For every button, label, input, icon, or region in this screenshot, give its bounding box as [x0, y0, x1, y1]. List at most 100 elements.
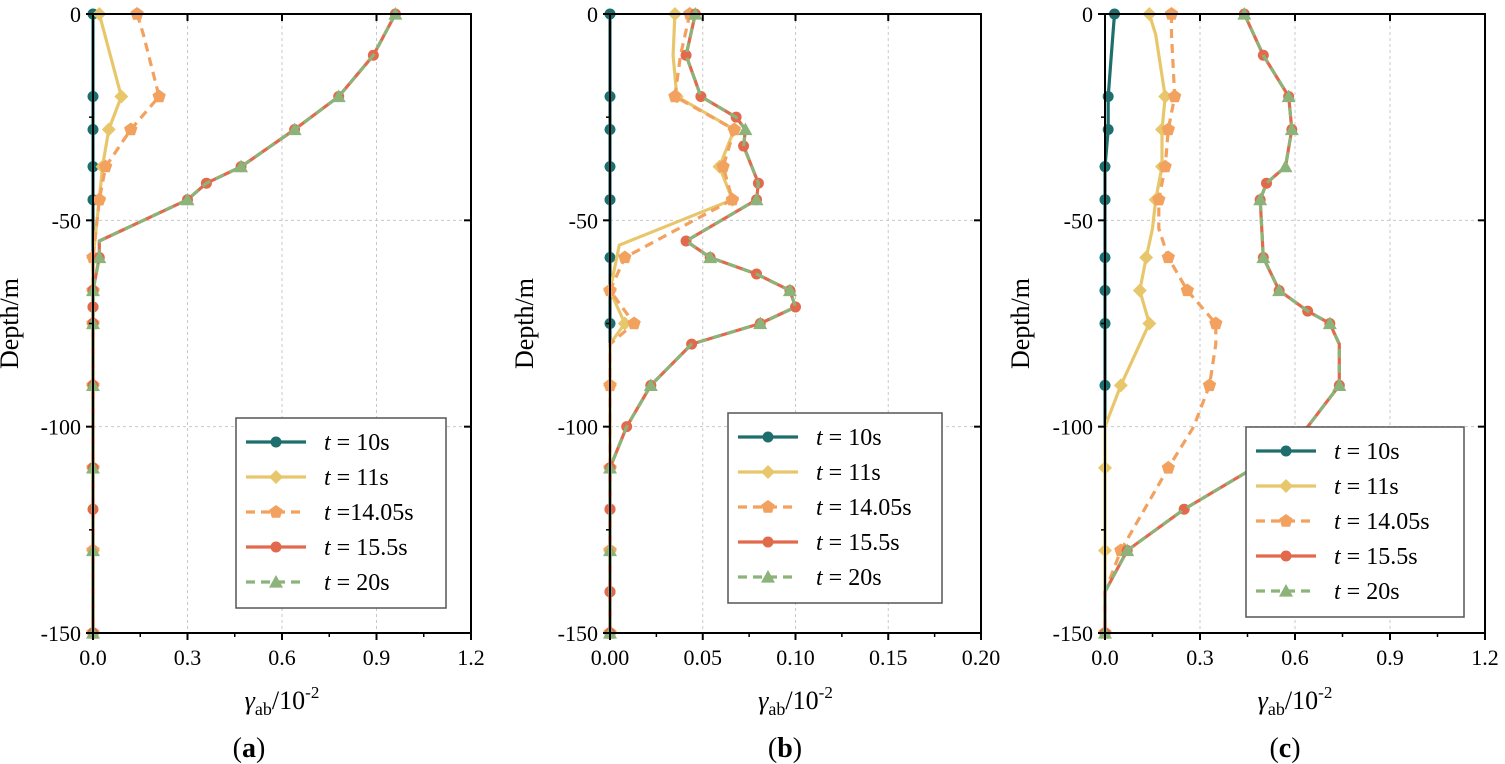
y-tick-label: -50 — [569, 208, 598, 233]
data-point-t1405 — [627, 316, 641, 330]
legend-label-t20: t = 20s — [1334, 579, 1400, 605]
data-point-t20 — [92, 250, 107, 264]
data-point-t1405 — [98, 159, 113, 173]
data-point-t20 — [234, 159, 249, 173]
data-point-t20 — [738, 122, 753, 136]
data-point-t1405 — [727, 122, 741, 136]
data-point-t11 — [101, 122, 116, 137]
data-point-t155 — [738, 140, 750, 152]
legend-label-t10: t = 10s — [324, 430, 390, 456]
legend-label-t11: t = 11s — [1334, 474, 1399, 500]
x-tick-label: 0.3 — [174, 645, 202, 670]
legend-label-t10: t = 10s — [1334, 439, 1400, 465]
legend-marker-t10 — [1280, 445, 1292, 457]
x-tick-label: 0.15 — [869, 645, 908, 670]
data-point-t11 — [114, 89, 129, 104]
legend-marker-t155 — [270, 541, 282, 553]
data-point-t1405 — [1158, 159, 1172, 173]
data-point-t11 — [1113, 378, 1128, 393]
series-line-t20 — [608, 13, 798, 633]
x-axis-label: γab/10-2 — [1258, 683, 1333, 719]
data-point-t11 — [617, 316, 632, 331]
x-tick-label: 1.2 — [1471, 645, 1499, 670]
legend-marker-t1405 — [761, 500, 775, 513]
y-tick-label: -150 — [558, 621, 598, 646]
data-point-t1405 — [1152, 192, 1166, 206]
data-point-t11 — [1142, 316, 1157, 331]
x-tick-label: 0.6 — [268, 645, 296, 670]
y-tick-label: -100 — [41, 415, 81, 440]
x-tick-label: 0.0 — [1091, 645, 1119, 670]
legend-label-t1405: t = 14.05s — [816, 495, 912, 521]
legend-marker-t20 — [1279, 584, 1293, 597]
panel-b: 0.00 0.05 0.10 0.15 0.20 0 -50 -100 -150 Depth/m γ… — [510, 2, 1000, 764]
data-point-t1405 — [1209, 316, 1223, 330]
legend-marker-t1405 — [1279, 514, 1293, 527]
data-point-t20 — [749, 192, 764, 206]
data-point-t1405 — [1180, 283, 1194, 297]
x-tick-label: 0.3 — [1186, 645, 1214, 670]
series-line-t1405 — [608, 13, 736, 633]
data-point-t1405 — [92, 192, 106, 206]
legend: t = 10s t = 11s t = 14.05s t = 15.5s t = 20s — [1245, 426, 1465, 618]
y-tick-label: -50 — [52, 208, 81, 233]
data-point-t1405 — [1161, 460, 1175, 474]
legend-label-t10: t = 10s — [816, 425, 882, 451]
y-tick-label: 0 — [1082, 2, 1093, 27]
legend-label-t20: t = 20s — [324, 570, 390, 596]
panel-tag: (c) — [1269, 733, 1300, 764]
data-point-t1405 — [1168, 89, 1182, 103]
legend-label-t1405: t = 14.05s — [1334, 509, 1430, 535]
data-point-t1405 — [618, 250, 632, 264]
data-point-t20 — [180, 192, 195, 206]
data-point-t20 — [753, 316, 768, 330]
data-point-t1405 — [668, 89, 682, 103]
data-point-t1405 — [1161, 250, 1175, 264]
data-point-t11 — [1158, 89, 1173, 104]
data-point-t1405 — [124, 122, 138, 136]
legend-label-t155: t = 15.5s — [816, 530, 900, 556]
legend-marker-t10 — [762, 431, 774, 443]
y-axis-label: Depth/m — [0, 278, 24, 369]
data-point-t20 — [1272, 283, 1287, 297]
y-tick-label: -50 — [1064, 208, 1093, 233]
x-tick-label: 0.6 — [1281, 645, 1309, 670]
data-point-t20 — [1322, 316, 1337, 330]
panel-tag: (a) — [233, 733, 266, 764]
data-point-t20 — [1281, 89, 1296, 103]
data-point-t20 — [287, 122, 302, 136]
data-point-t11 — [1139, 250, 1154, 265]
data-point-t20 — [1256, 250, 1271, 264]
data-point-t20 — [1253, 192, 1268, 206]
legend-label-t11: t = 11s — [816, 460, 881, 486]
data-point-t1405 — [1161, 122, 1175, 136]
y-tick-label: 0 — [70, 2, 81, 27]
data-point-t1405 — [716, 159, 730, 173]
x-tick-label: 0.9 — [363, 645, 391, 670]
legend-marker-t20 — [269, 575, 283, 588]
legend-marker-t11 — [269, 470, 283, 484]
legend-label-t155: t = 15.5s — [324, 535, 408, 561]
data-point-t20 — [782, 283, 797, 297]
legend-marker-t11 — [1279, 479, 1293, 493]
legend-marker-t10 — [270, 436, 282, 448]
series-line-t20 — [91, 13, 397, 633]
y-tick-label: -100 — [1053, 415, 1093, 440]
y-tick-label: -100 — [558, 415, 598, 440]
series-line-t1405 — [91, 13, 161, 633]
data-point-t20 — [1120, 543, 1135, 557]
panel-tag: (b) — [768, 733, 802, 764]
panel-c: 0.0 0.3 0.6 0.9 1.2 0 -50 -100 -150 Depth/m γab/10… — [1006, 2, 1499, 764]
x-tick-label: 0.10 — [776, 645, 815, 670]
series-line-t1405 — [1103, 14, 1218, 633]
x-axis-label: γab/10-2 — [245, 683, 320, 719]
data-point-t20 — [643, 378, 658, 391]
y-axis-label: Depth/m — [1006, 278, 1035, 369]
x-tick-label: 0.00 — [591, 645, 630, 670]
legend-marker-t20 — [761, 570, 775, 583]
data-point-t155 — [790, 301, 801, 313]
legend-label-t1405: t =14.05s — [324, 500, 414, 526]
legend: t = 10s t = 11s t = 14.05s t = 15.5s t = 20s — [727, 412, 943, 604]
data-point-t155 — [695, 91, 707, 103]
